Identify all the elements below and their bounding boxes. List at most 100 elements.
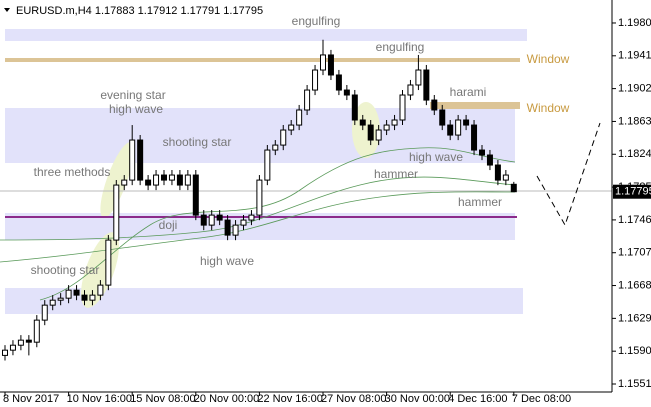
candle-body xyxy=(383,124,390,131)
ma xyxy=(0,191,516,263)
x-tick-label: 7 Dec 08:00 xyxy=(512,393,571,405)
annotation: high wave xyxy=(109,102,163,116)
annotation: harami xyxy=(450,85,487,99)
candle-body xyxy=(407,84,414,96)
x-tick-label: 10 Nov 16:00 xyxy=(67,393,132,405)
candle-body xyxy=(335,74,342,91)
candle-body xyxy=(9,344,16,351)
candle-body xyxy=(129,139,136,181)
candle-body xyxy=(399,94,406,121)
candle-body xyxy=(359,119,366,126)
candle-body xyxy=(415,69,422,86)
candle-body xyxy=(113,184,120,241)
ma xyxy=(39,147,516,301)
candle-body xyxy=(145,179,152,186)
plot xyxy=(2,39,517,361)
candle-body xyxy=(97,284,104,296)
candle-body xyxy=(105,239,112,286)
candle-body xyxy=(184,174,191,186)
candle-body xyxy=(391,119,398,126)
zone xyxy=(5,108,515,163)
y-tick-label: 1.19800 xyxy=(618,17,651,29)
x-tick-label: 8 Nov 2017 xyxy=(3,393,59,405)
annotation: doji xyxy=(159,218,178,232)
candle-body xyxy=(33,319,40,343)
candle-body xyxy=(296,109,303,126)
annotation: hammer xyxy=(374,167,418,181)
x-tick-label: 20 Nov 00:00 xyxy=(194,393,259,405)
candle-body xyxy=(471,124,478,151)
annotation: high wave xyxy=(200,254,254,268)
candle-body xyxy=(121,179,128,186)
candle-body xyxy=(351,94,358,121)
candle-body xyxy=(137,139,144,181)
candle-body xyxy=(455,119,462,136)
candle-body xyxy=(439,109,446,126)
candle-body xyxy=(57,297,64,301)
candle-body xyxy=(320,54,326,71)
candle-body xyxy=(224,219,231,236)
candle-body xyxy=(81,294,88,301)
candle-body xyxy=(312,69,319,91)
candle-body xyxy=(375,129,382,141)
ma xyxy=(0,176,516,241)
candle-body xyxy=(2,349,8,356)
y-tick-label: 1.19410 xyxy=(618,50,651,62)
candle-body xyxy=(510,183,517,193)
candle-body xyxy=(161,174,167,181)
x-tick-label: 22 Nov 16:00 xyxy=(257,393,322,405)
candle-body xyxy=(423,69,430,101)
candle-body xyxy=(343,89,350,96)
menu-arrow xyxy=(4,8,10,12)
header: EURUSD.m,H4 1.17883 1.17912 1.17791 1.17… xyxy=(16,5,263,17)
y-tick-label: 1.16290 xyxy=(618,312,651,324)
y-tick-label: 1.19020 xyxy=(618,83,651,95)
y-tick-label: 1.17070 xyxy=(618,247,651,259)
y-tick-label: 1.17460 xyxy=(618,214,651,226)
candle-body xyxy=(256,179,263,216)
zone xyxy=(5,29,527,41)
candle-body xyxy=(272,144,279,151)
candle-body xyxy=(502,174,509,181)
candle-body xyxy=(17,339,24,346)
annotation: evening star xyxy=(100,88,165,102)
candle-body xyxy=(304,89,311,111)
y-tick-label: 1.15510 xyxy=(618,378,651,390)
x-tick-label: 30 Nov 00:00 xyxy=(385,393,450,405)
candle-body xyxy=(192,174,199,216)
candle-body xyxy=(216,214,223,221)
annotation: shooting star xyxy=(163,135,232,149)
price-tag-label: 1.17795 xyxy=(615,186,651,198)
annotation: Window xyxy=(527,101,570,115)
y-tick-label: 1.18630 xyxy=(618,115,651,127)
candle-body xyxy=(248,214,255,221)
candle-body xyxy=(280,129,287,146)
y-tick-label: 1.18240 xyxy=(618,148,651,160)
candle-body xyxy=(494,164,501,181)
candle-body xyxy=(447,124,454,136)
window-line xyxy=(430,102,520,109)
candle-body xyxy=(367,124,374,141)
y-tick-label: 1.16680 xyxy=(618,279,651,291)
candle-body xyxy=(288,124,295,131)
candle-body xyxy=(486,154,493,166)
x-tick-label: 15 Nov 08:00 xyxy=(130,393,195,405)
candle-body xyxy=(240,219,247,226)
window-line xyxy=(5,58,520,62)
x-tick-label: 4 Dec 16:00 xyxy=(448,393,507,405)
candle-body xyxy=(25,339,32,343)
candle-body xyxy=(200,214,207,226)
candle-body xyxy=(431,99,438,111)
zones xyxy=(5,29,527,314)
candle-body xyxy=(65,289,72,299)
candle-body xyxy=(264,149,271,181)
candle-body xyxy=(168,174,175,181)
candle-body xyxy=(327,54,334,76)
candle-body xyxy=(463,119,470,126)
candle-body xyxy=(73,289,80,296)
highlight xyxy=(352,102,380,158)
x-tick-label: 27 Nov 08:00 xyxy=(321,393,386,405)
candle-body xyxy=(176,174,183,186)
candle-body xyxy=(208,214,215,226)
